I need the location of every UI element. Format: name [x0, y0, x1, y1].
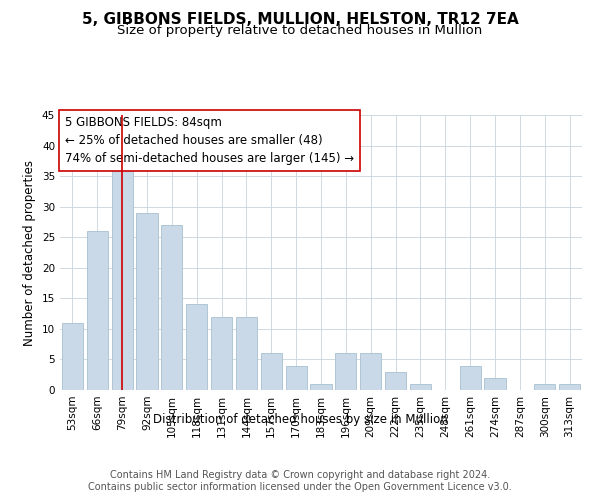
Text: 5 GIBBONS FIELDS: 84sqm
← 25% of detached houses are smaller (48)
74% of semi-de: 5 GIBBONS FIELDS: 84sqm ← 25% of detache…	[65, 116, 355, 166]
Bar	[385, 372, 406, 390]
Y-axis label: Number of detached properties: Number of detached properties	[23, 160, 37, 346]
Bar	[410, 384, 431, 390]
Bar	[559, 384, 580, 390]
Text: Size of property relative to detached houses in Mullion: Size of property relative to detached ho…	[118, 24, 482, 37]
Bar	[534, 384, 555, 390]
Bar	[112, 170, 133, 390]
Bar	[310, 384, 332, 390]
Text: Distribution of detached houses by size in Mullion: Distribution of detached houses by size …	[152, 412, 448, 426]
Bar	[484, 378, 506, 390]
Bar	[335, 354, 356, 390]
Bar	[236, 316, 257, 390]
Text: Contains HM Land Registry data © Crown copyright and database right 2024.
Contai: Contains HM Land Registry data © Crown c…	[88, 470, 512, 492]
Bar	[261, 354, 282, 390]
Bar	[62, 323, 83, 390]
Text: 5, GIBBONS FIELDS, MULLION, HELSTON, TR12 7EA: 5, GIBBONS FIELDS, MULLION, HELSTON, TR1…	[82, 12, 518, 28]
Bar	[286, 366, 307, 390]
Bar	[460, 366, 481, 390]
Bar	[87, 231, 108, 390]
Bar	[186, 304, 207, 390]
Bar	[211, 316, 232, 390]
Bar	[360, 354, 381, 390]
Bar	[161, 225, 182, 390]
Bar	[136, 213, 158, 390]
